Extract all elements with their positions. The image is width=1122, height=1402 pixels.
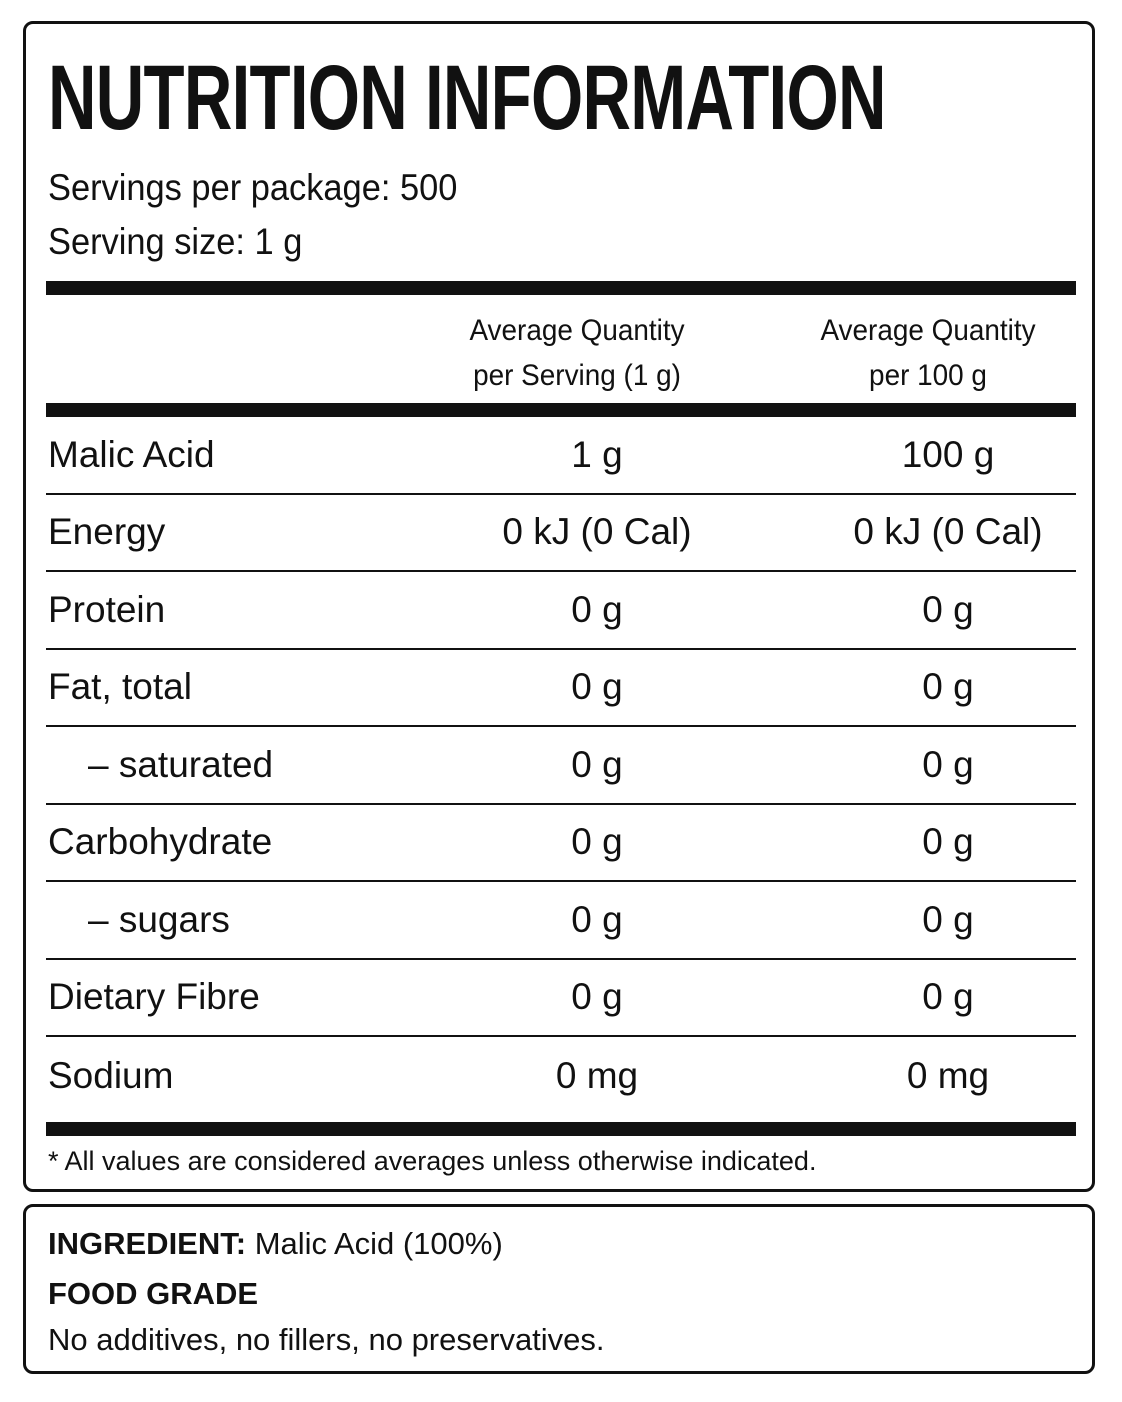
- column-header-per-serving: Average Quantity per Serving (1 g): [438, 308, 717, 398]
- additives-note: No additives, no fillers, no preservativ…: [48, 1322, 605, 1357]
- per-serving-value: 0 g: [571, 743, 623, 785]
- nutrition-panel: NUTRITION INFORMATION Servings per packa…: [23, 21, 1095, 1192]
- table-row: Malic Acid 1 g 100 g: [46, 417, 1076, 495]
- per-serving-value: 1 g: [571, 433, 623, 475]
- table-row: Fat, total 0 g 0 g: [46, 650, 1076, 727]
- table-row: Energy 0 kJ (0 Cal) 0 kJ (0 Cal): [46, 495, 1076, 572]
- nutrient-name: – sugars: [88, 898, 230, 940]
- ingredient-line: INGREDIENT: Malic Acid (100%): [48, 1224, 503, 1264]
- per-100g-value: 0 g: [922, 588, 974, 630]
- per-serving-value: 0 g: [571, 898, 623, 940]
- per-100g-value: 0 g: [922, 666, 974, 708]
- food-grade-label: FOOD GRADE: [48, 1276, 259, 1311]
- per-100g-value: 0 g: [922, 743, 974, 785]
- ingredient-heading: INGREDIENT:: [48, 1226, 247, 1261]
- nutrient-name: Sodium: [48, 1054, 174, 1096]
- table-row: Protein 0 g 0 g: [46, 572, 1076, 650]
- table-row: – sugars 0 g 0 g: [46, 882, 1076, 960]
- column-header-per-100g-line2: per 100 g: [869, 359, 987, 392]
- divider-header: [46, 403, 1076, 417]
- label-title: NUTRITION INFORMATION: [48, 47, 886, 149]
- nutrient-name: Dietary Fibre: [48, 976, 260, 1018]
- footnote: * All values are considered averages unl…: [48, 1146, 817, 1176]
- table-row: Sodium 0 mg 0 mg: [46, 1037, 1076, 1115]
- column-header-per-serving-line2: per Serving (1 g): [473, 359, 681, 392]
- table-row: Carbohydrate 0 g 0 g: [46, 805, 1076, 882]
- servings-per-package: Servings per package: 500: [48, 167, 458, 208]
- nutrient-name: Fat, total: [48, 666, 192, 708]
- per-serving-value: 0 kJ (0 Cal): [502, 511, 692, 553]
- per-100g-value: 0 kJ (0 Cal): [853, 511, 1043, 553]
- table-row: – saturated 0 g 0 g: [46, 727, 1076, 805]
- nutrient-name: – saturated: [88, 743, 274, 785]
- per-100g-value: 100 g: [901, 433, 995, 475]
- table-row: Dietary Fibre 0 g 0 g: [46, 960, 1076, 1037]
- per-serving-value: 0 g: [571, 588, 623, 630]
- ingredient-panel: INGREDIENT: Malic Acid (100%) FOOD GRADE…: [23, 1204, 1095, 1374]
- column-header-per-serving-line1: Average Quantity: [469, 314, 685, 347]
- nutrient-name: Malic Acid: [48, 433, 215, 475]
- ingredient-text: Malic Acid (100%): [254, 1226, 503, 1261]
- per-serving-value: 0 g: [571, 821, 623, 863]
- serving-size: Serving size: 1 g: [48, 221, 303, 262]
- column-header-per-100g-line1: Average Quantity: [820, 314, 1036, 347]
- per-100g-value: 0 g: [922, 976, 974, 1018]
- per-100g-value: 0 g: [922, 898, 974, 940]
- nutrient-name: Protein: [48, 588, 166, 630]
- nutrient-name: Energy: [48, 511, 166, 553]
- divider-bottom: [46, 1122, 1076, 1136]
- per-serving-value: 0 g: [571, 976, 623, 1018]
- per-100g-value: 0 g: [922, 821, 974, 863]
- divider-top: [46, 281, 1076, 295]
- column-header-per-100g: Average Quantity per 100 g: [789, 308, 1068, 398]
- per-serving-value: 0 g: [571, 666, 623, 708]
- nutrition-table: Malic Acid 1 g 100 g Energy 0 kJ (0 Cal)…: [46, 417, 1076, 1115]
- nutrient-name: Carbohydrate: [48, 821, 273, 863]
- per-100g-value: 0 mg: [906, 1054, 990, 1096]
- per-serving-value: 0 mg: [555, 1054, 639, 1096]
